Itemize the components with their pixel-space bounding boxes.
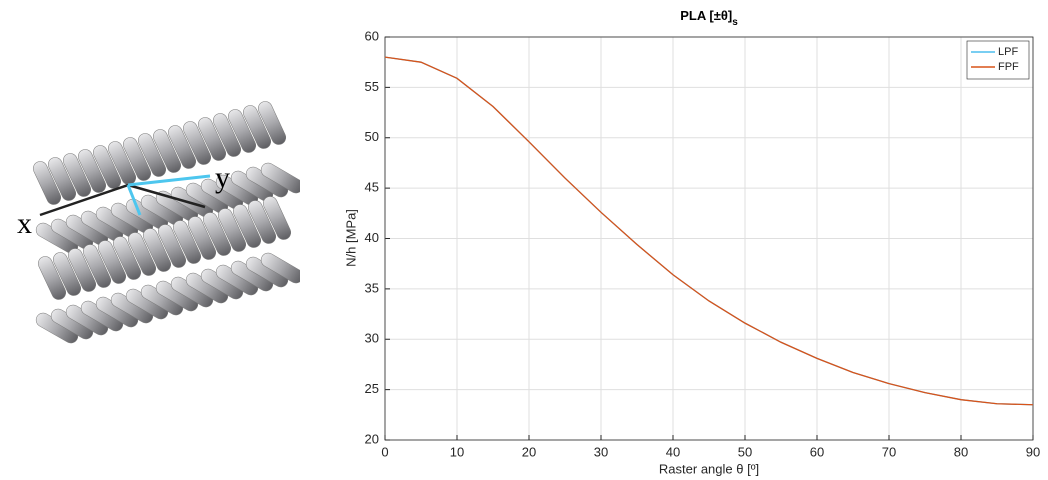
x-tick-label: 40 <box>666 444 680 459</box>
raster-bead <box>187 216 217 260</box>
raster-bead <box>172 220 202 264</box>
y-tick-label: 60 <box>365 28 379 43</box>
y-tick-label: 55 <box>365 79 379 94</box>
x-axis-title: Raster angle θ [º] <box>659 461 759 476</box>
series-line <box>384 56 1034 406</box>
raster-bead <box>227 109 257 153</box>
y-tick-label: 40 <box>365 230 379 245</box>
raster-bead <box>77 149 107 193</box>
y-tick-label: 45 <box>365 180 379 195</box>
raster-bead <box>182 121 212 165</box>
raster-bead <box>257 101 287 145</box>
z-axis-arrow <box>127 183 206 209</box>
raster-bead <box>37 256 67 300</box>
legend-box <box>966 40 1030 80</box>
raster-bead <box>167 125 197 169</box>
raster-bead <box>260 162 300 194</box>
raster-bead <box>82 244 112 288</box>
raster-bead <box>62 153 92 197</box>
raster-bead <box>47 157 77 201</box>
raster-bead <box>202 212 232 256</box>
raster-bead <box>247 200 277 244</box>
x-tick-label: 60 <box>810 444 824 459</box>
illustration: x y <box>17 101 300 344</box>
x-axis-arrow <box>39 183 129 217</box>
x-tick-label: 80 <box>954 444 968 459</box>
raster-bead <box>232 204 262 248</box>
x-tick-label: 30 <box>594 444 608 459</box>
y-axis-title: N/h [MPa] <box>343 209 358 267</box>
raster-bead <box>137 133 167 177</box>
raster-bead <box>262 196 292 240</box>
x-tick-label: 0 <box>381 444 388 459</box>
raster-layers <box>32 101 300 344</box>
x-tick-label: 50 <box>738 444 752 459</box>
y-tick-label: 30 <box>365 331 379 346</box>
raster-bead <box>152 129 182 173</box>
y-tick-label: 20 <box>365 431 379 446</box>
title-text: PLA [±θ] <box>680 8 732 23</box>
raster-bead <box>127 232 157 276</box>
chart: PLA [±θ]s Raster angle θ [º] N/h [MPa] 2… <box>343 8 1040 476</box>
raster-bead <box>157 224 187 268</box>
y-tick-label: 25 <box>365 381 379 396</box>
title-subscript: s <box>732 17 738 28</box>
raster-bead <box>32 161 62 205</box>
raster-bead <box>142 228 172 272</box>
y-tick-label: 50 <box>365 129 379 144</box>
y-tick-label: 35 <box>365 280 379 295</box>
x-tick-label: 70 <box>882 444 896 459</box>
legend-label: FPF <box>998 61 1019 73</box>
y-axis-arrow <box>127 174 211 187</box>
raster-bead <box>112 236 142 280</box>
plot-frame <box>384 36 1034 441</box>
raster-bead <box>197 117 227 161</box>
x-tick-label: 90 <box>1026 444 1040 459</box>
raster-bead <box>212 113 242 157</box>
x-tick-label: 10 <box>450 444 464 459</box>
raster-bead <box>242 105 272 149</box>
fiber-arrow <box>126 184 142 216</box>
raster-bead <box>52 252 82 296</box>
raster-bead <box>67 248 97 292</box>
y-label: y <box>215 161 230 194</box>
legend-label: LPF <box>998 46 1018 58</box>
chart-title: PLA [±θ]s <box>680 8 738 27</box>
raster-bead <box>217 208 247 252</box>
raster-bead <box>260 252 300 284</box>
x-label: x <box>17 207 32 240</box>
raster-bead <box>122 137 152 181</box>
raster-bead <box>97 240 127 284</box>
x-tick-label: 20 <box>522 444 536 459</box>
